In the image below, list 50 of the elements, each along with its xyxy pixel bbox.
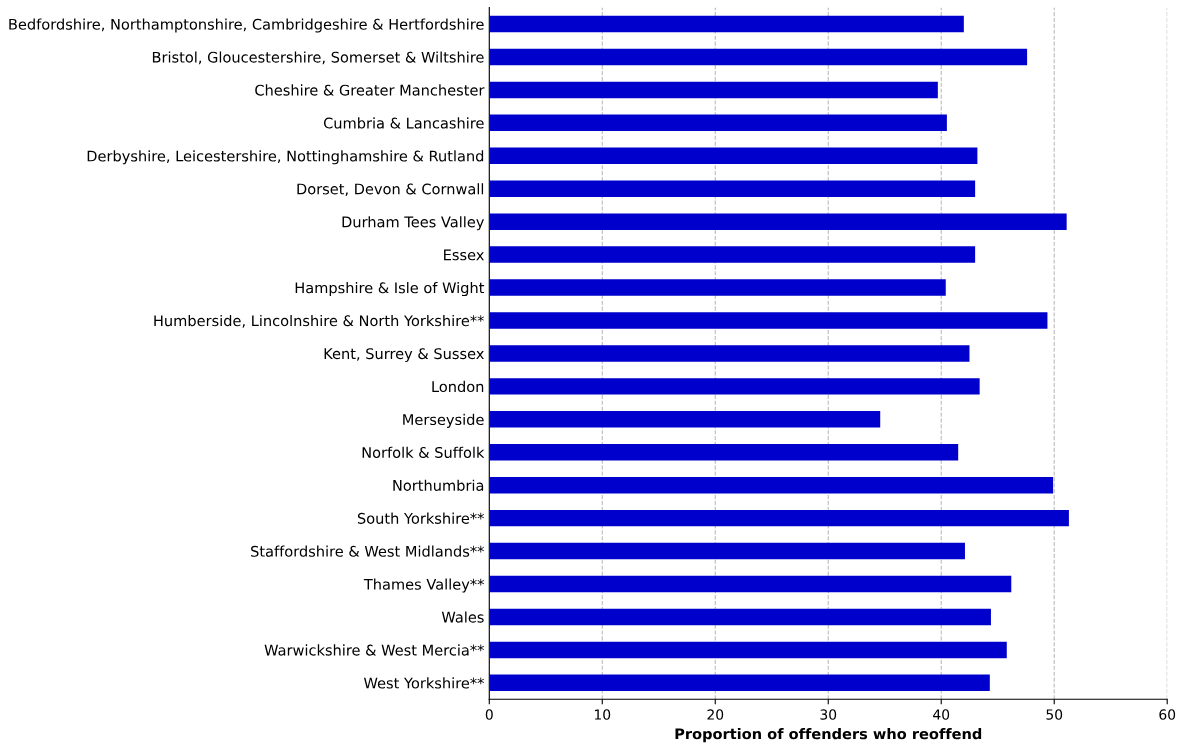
bar [489, 114, 947, 132]
y-tick-label: Warwickshire & West Mercia** [264, 644, 484, 656]
y-tick-label: Thames Valley** [363, 578, 484, 593]
bar [489, 345, 970, 362]
y-tick-label: Staffordshire & West Midlands** [251, 545, 484, 557]
bar [489, 476, 1054, 494]
y-tick-label: Bristol, Gloucestershire, Somerset & Wiltshire [152, 51, 484, 65]
bar [489, 674, 990, 692]
bar [489, 279, 946, 296]
y-tick-label: Dorset, Devon & Cornwall [297, 183, 484, 196]
bar [489, 15, 964, 33]
bar [489, 509, 1069, 527]
x-tick-label: 20 [707, 709, 724, 720]
x-tick-label: 0 [485, 709, 493, 720]
bar [489, 575, 1012, 593]
x-axis-title: Proportion of offenders who reoffend [675, 728, 982, 743]
x-tick-label: 40 [933, 709, 950, 720]
x-tick-label: 50 [1046, 709, 1063, 720]
y-tick-label: Durham Tees Valley [342, 216, 484, 231]
y-tick-label: Humberside, Lincolnshire & North Yorkshire** [154, 314, 484, 328]
y-tick-label: Kent, Surrey & Sussex [324, 348, 484, 362]
bar [489, 378, 980, 395]
y-tick-label: West Yorkshire** [363, 677, 484, 689]
x-tick-label: 60 [1159, 709, 1176, 720]
y-tick-label: Derbyshire, Leicestershire, Nottinghamshire & Rutland [87, 150, 484, 165]
y-tick-label: Norfolk & Suffolk [362, 446, 485, 458]
bar [489, 81, 938, 99]
y-tick-label: Merseyside [403, 413, 484, 428]
bar [489, 246, 976, 263]
x-tick-label: 10 [594, 709, 611, 720]
bar [489, 147, 978, 165]
y-tick-label: Essex [444, 249, 484, 261]
bar [489, 542, 965, 560]
bar [489, 608, 991, 626]
bar [489, 444, 959, 461]
y-tick-label: Hampshire & Isle of Wight [295, 282, 485, 297]
bar [489, 411, 881, 428]
y-tick-label: Wales [441, 611, 484, 623]
bar [489, 312, 1048, 329]
y-tick-label: Cheshire & Greater Manchester [255, 84, 485, 96]
bar [489, 213, 1067, 230]
y-tick-label: Cumbria & Lancashire [323, 117, 484, 129]
bar [489, 180, 976, 197]
y-tick-label: Bedfordshire, Northamptonshire, Cambridgeshire & Hertfordshire [9, 18, 484, 33]
y-tick-label: Northumbria [393, 479, 484, 491]
x-tick-label: 30 [820, 709, 837, 720]
bar [489, 641, 1007, 659]
bar [489, 48, 1028, 66]
y-tick-label: London [432, 380, 484, 393]
y-tick-label: South Yorkshire** [357, 512, 484, 524]
